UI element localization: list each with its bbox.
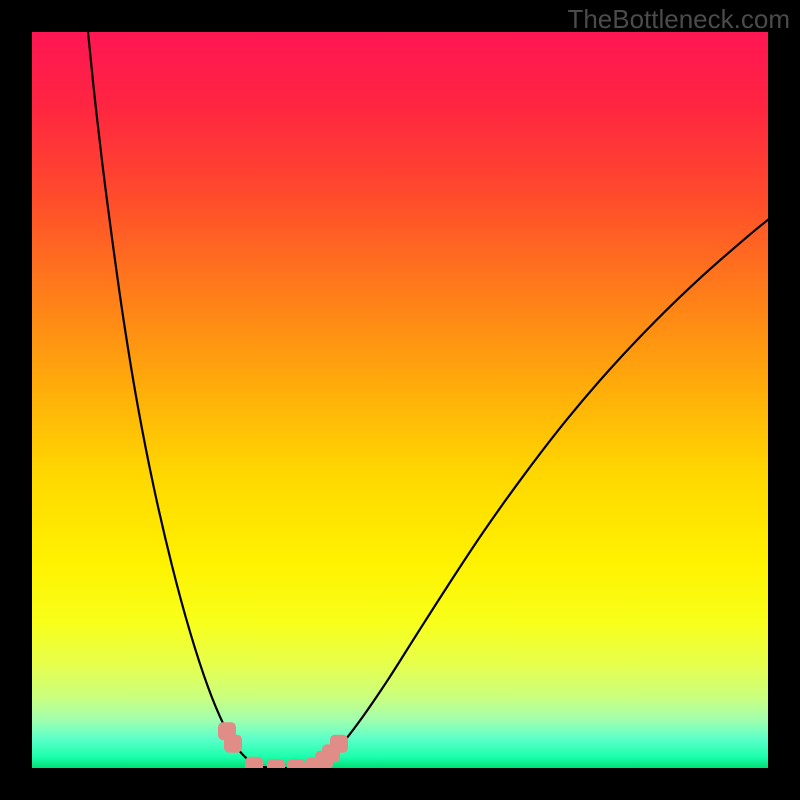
chart-canvas: TheBottleneck.com: [0, 0, 800, 800]
data-marker: [330, 735, 348, 753]
data-marker: [267, 759, 285, 768]
data-marker: [287, 759, 305, 768]
chart-svg: [32, 32, 768, 768]
data-marker: [224, 735, 242, 753]
watermark-text: TheBottleneck.com: [567, 4, 790, 35]
gradient-background: [32, 32, 768, 768]
plot-area: [32, 32, 768, 768]
data-marker: [245, 757, 263, 768]
